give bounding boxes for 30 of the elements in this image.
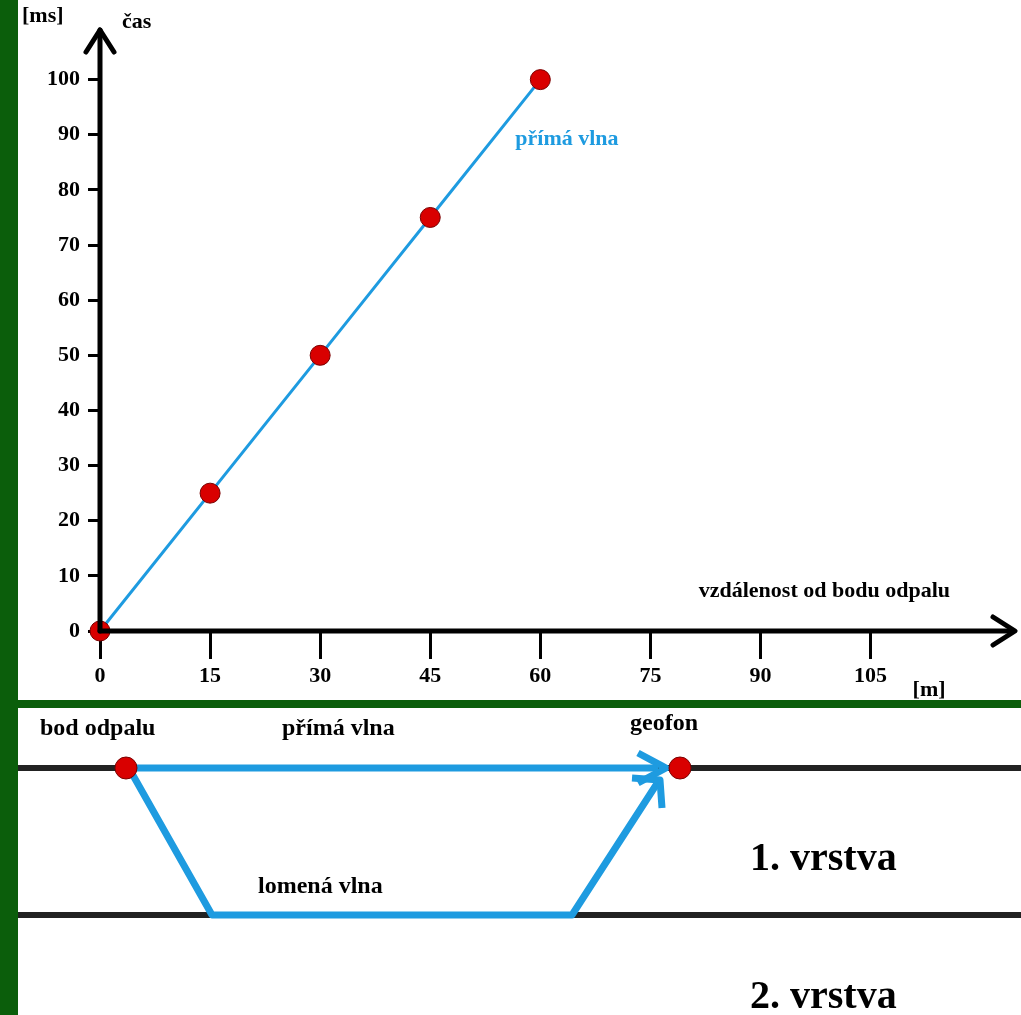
y-tick-label: 20 [58,506,80,532]
x-tick-label: 45 [419,661,442,687]
x-tick-label: 0 [94,661,106,687]
y-tick-label: 60 [58,285,80,311]
text: 1. vrstva [750,834,897,879]
y-tick-label: 30 [58,451,80,477]
y-tick-label: 70 [58,230,80,256]
text: lomená vlna [258,872,383,898]
text: [m] [912,676,946,701]
x-tick-label: 15 [199,661,222,687]
text: [ms] [22,2,64,27]
y-tick-label: 90 [58,120,80,146]
x-tick-label: 105 [854,661,888,687]
y-tick-label: 50 [58,341,80,366]
y-axis-title: čas [122,8,152,33]
y-tick-label: 40 [58,396,80,422]
x-tick-label: 90 [749,661,772,687]
text: bod odpalu [40,714,156,740]
x-tick-label: 60 [529,661,552,687]
x-axis-title: vzdálenost od bodu odpalu [698,577,950,602]
y-tick-label: 80 [58,175,80,201]
series-label: přímá vlna [515,124,619,150]
text: 2. vrstva [750,972,897,1015]
y-tick-label: 0 [69,616,80,642]
text: přímá vlna [282,714,395,740]
y-tick-label: 10 [58,561,80,587]
x-tick-label: 75 [639,661,662,687]
x-tick-label: 30 [309,661,332,687]
text: geofon [630,709,698,735]
y-tick-label: 100 [47,65,80,91]
